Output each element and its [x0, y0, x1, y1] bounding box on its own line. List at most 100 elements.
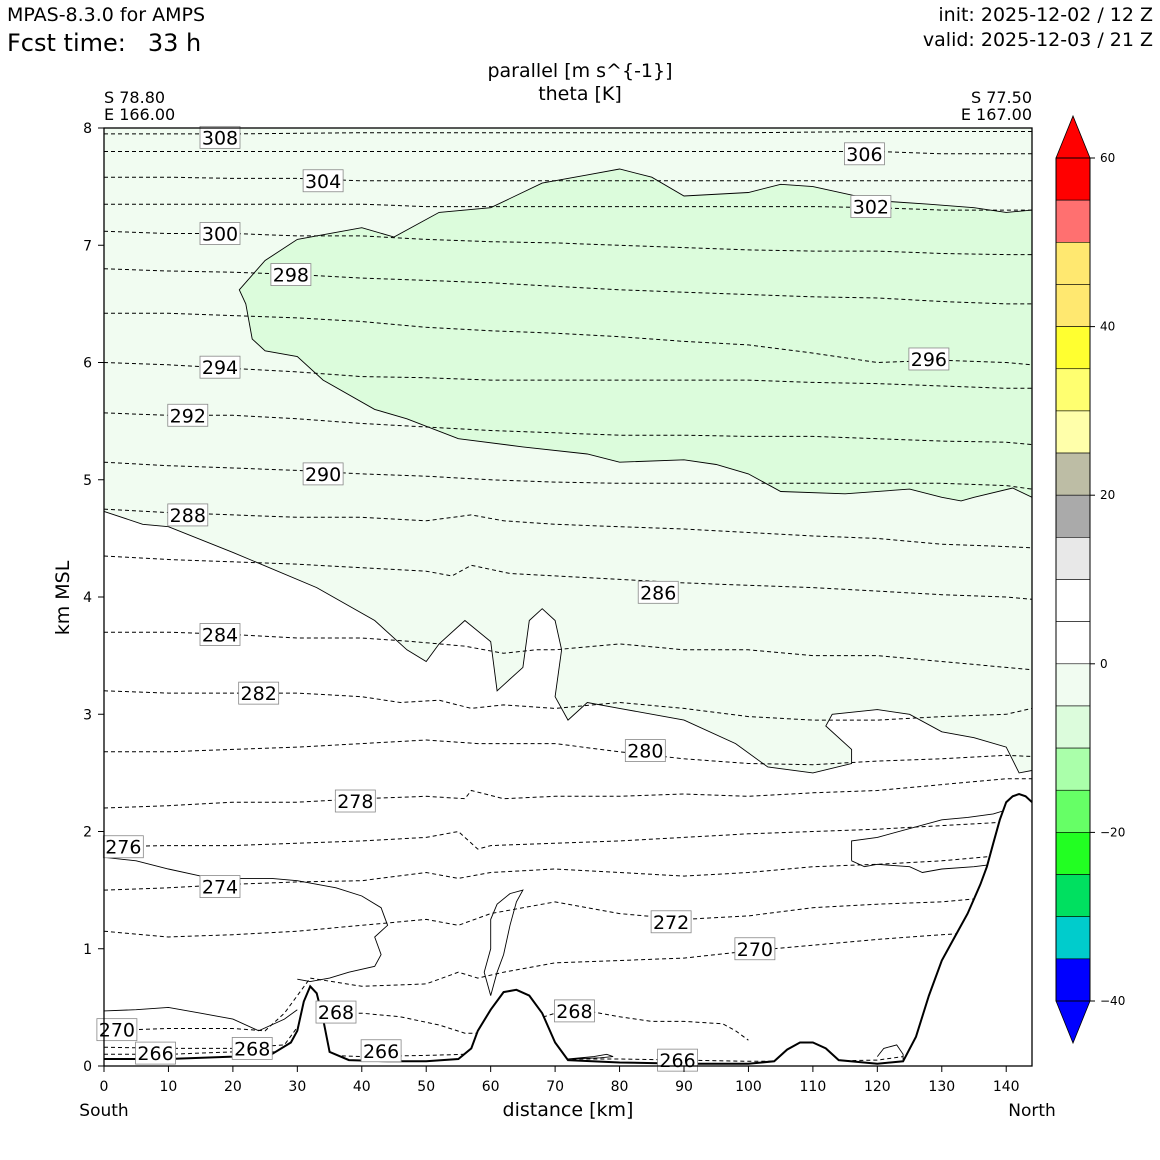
- wind-contour-northern-valley-zero: [876, 1044, 904, 1061]
- theta-label-text: 286: [640, 582, 676, 604]
- y-tick-label: 3: [83, 707, 92, 723]
- terrain-line: [104, 792, 1033, 1065]
- colorbar-bin: [1055, 199, 1091, 243]
- theta-label-text: 296: [911, 349, 947, 371]
- theta-label-text: 270: [737, 939, 773, 961]
- theta-label-270: 270: [734, 937, 776, 961]
- colorbar-bin: [1055, 663, 1091, 707]
- theta-line-278: [103, 778, 1032, 809]
- theta-label-text: 290: [305, 464, 341, 486]
- right-endpoint-lon: E 167.00: [960, 105, 1032, 124]
- theta-label-box: [199, 875, 241, 899]
- theta-label-box: [199, 623, 241, 646]
- x-tick-label: 90: [675, 1079, 693, 1095]
- colorbar-bin: [1055, 789, 1091, 833]
- theta-label-text: 266: [659, 1050, 695, 1072]
- y-tick-label: 2: [83, 825, 92, 841]
- theta-line-292: [103, 412, 1033, 446]
- wind-fill-layer: [103, 127, 1033, 774]
- theta-label-box: [637, 580, 679, 604]
- theta-line-270: [103, 930, 1033, 1032]
- colorbar-frame: [1055, 157, 1091, 1002]
- theta-line-302: [104, 203, 1032, 211]
- theta-label-box: [334, 789, 376, 813]
- x-tick-label: 40: [353, 1079, 371, 1095]
- x-tick-label: 80: [611, 1079, 629, 1095]
- colorbar-extend-top: [1055, 114, 1091, 159]
- colorbar-tick-label: 0: [1100, 657, 1108, 671]
- theta-line-288: [103, 508, 1033, 549]
- theta-label-text: 268: [234, 1038, 270, 1060]
- colorbar-bin: [1055, 368, 1091, 412]
- theta-label-box: [302, 462, 344, 486]
- theta-label-276: 276: [102, 835, 144, 859]
- theta-line-294: [103, 362, 1032, 389]
- x-tick-label: 120: [864, 1079, 891, 1095]
- x-tick-label: 30: [288, 1079, 306, 1095]
- theta-label-box: [167, 503, 209, 527]
- theta-label-box: [624, 739, 666, 762]
- theta-label-box: [554, 999, 595, 1023]
- colorbar-bin: [1055, 958, 1091, 1002]
- colorbar-tick-label: 40: [1100, 320, 1115, 334]
- colorbar-bin: [1055, 747, 1091, 791]
- theta-line-284: [104, 631, 1033, 671]
- colorbar-bin: [1055, 326, 1091, 370]
- theta-label-layer: 266 266 266 268 268 268 270 270 272 274 276 278 280 2…: [96, 125, 950, 1072]
- theta-label-284: 284: [199, 623, 241, 647]
- theta-label-box: [270, 263, 312, 286]
- y-tick-label: 0: [83, 1059, 92, 1075]
- theta-label-278: 278: [334, 789, 376, 813]
- south-label: South: [79, 1101, 129, 1121]
- chart-title: parallel [m s^{-1}]: [487, 60, 673, 82]
- x-tick-label: 50: [417, 1079, 435, 1095]
- theta-label-text: 268: [556, 1001, 592, 1023]
- wind-contour-northern-zero-lower: [851, 860, 994, 873]
- right-endpoint-lat: S 77.50: [970, 88, 1032, 107]
- colorbar-extend-bottom: [1055, 1000, 1091, 1045]
- x-tick-label: 70: [546, 1079, 564, 1095]
- theta-label-266: 266: [360, 1039, 402, 1063]
- chart-subtitle: theta [K]: [538, 83, 622, 105]
- theta-label-text: 308: [202, 127, 238, 149]
- theta-label-266: 266: [657, 1048, 698, 1072]
- theta-label-box: [135, 1041, 176, 1065]
- theta-label-290: 290: [302, 462, 344, 486]
- theta-label-text: 266: [363, 1041, 399, 1063]
- fcst-time-label: Fcst time:: [7, 29, 126, 57]
- wind-contour-plume-zero: [483, 889, 524, 996]
- y-tick-label: 5: [83, 473, 92, 489]
- theta-label-268: 268: [315, 1000, 357, 1024]
- theta-label-box: [844, 142, 885, 166]
- theta-label-box: [96, 1018, 138, 1042]
- theta-label-304: 304: [302, 169, 344, 193]
- theta-label-box: [231, 1037, 273, 1060]
- colorbar-bin: [1055, 452, 1091, 496]
- colorbar-tick-label: 20: [1100, 488, 1115, 502]
- theta-line-272: [103, 895, 1033, 938]
- colorbar-bin: [1055, 621, 1091, 665]
- colorbar-bin: [1055, 832, 1091, 875]
- y-tick-label: 6: [83, 356, 92, 372]
- fcst-time-value: 33 h: [147, 29, 202, 57]
- theta-line-300: [103, 230, 1032, 256]
- y-tick-label: 7: [83, 238, 92, 254]
- theta-label-text: 298: [273, 265, 309, 287]
- theta-label-box: [102, 835, 144, 859]
- colorbar-bin: [1055, 242, 1091, 285]
- x-tick-label: 10: [160, 1079, 178, 1095]
- x-tick-label: 20: [224, 1079, 242, 1095]
- colorbar-bin: [1055, 705, 1091, 749]
- colorbar-bin: [1055, 284, 1091, 327]
- y-tick-label: 1: [83, 942, 92, 958]
- colorbar-bin: [1055, 916, 1091, 960]
- colorbar-tick-label: 60: [1100, 151, 1115, 165]
- colorbar-bin: [1055, 537, 1091, 580]
- theta-label-286: 286: [637, 580, 679, 604]
- theta-label-box: [302, 169, 344, 193]
- theta-line-280: [104, 739, 1033, 766]
- theta-label-280: 280: [624, 739, 666, 763]
- theta-label-text: 288: [170, 505, 206, 527]
- theta-label-266: 266: [135, 1041, 176, 1065]
- theta-line-290: [103, 461, 1033, 490]
